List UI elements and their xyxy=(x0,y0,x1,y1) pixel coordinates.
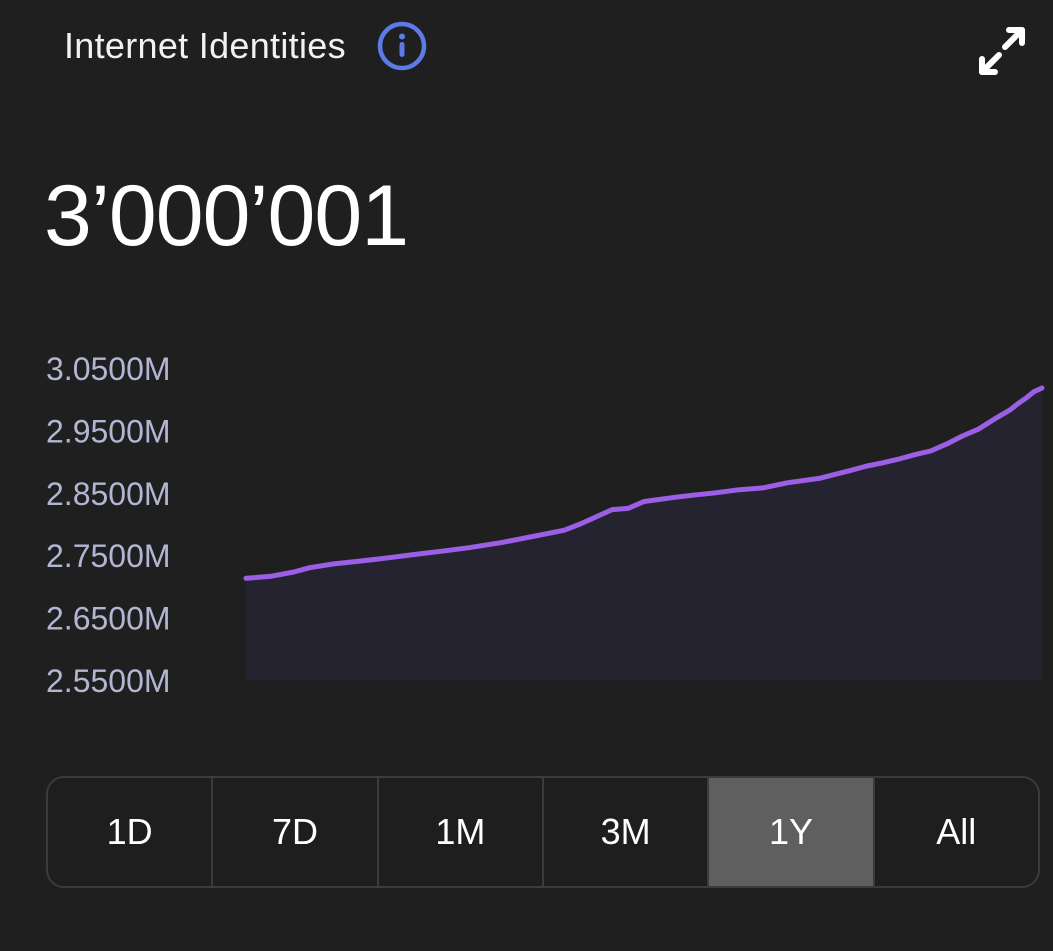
y-tick-label: 2.5500M xyxy=(46,663,171,699)
identities-chart: 3.0500M 2.9500M 2.8500M 2.7500M 2.6500M 2.550… xyxy=(0,340,1053,710)
info-button[interactable] xyxy=(376,20,428,72)
timeframe-1y-button[interactable]: 1Y xyxy=(709,778,875,886)
timeframe-1m-button[interactable]: 1M xyxy=(379,778,544,886)
chart-svg: 3.0500M 2.9500M 2.8500M 2.7500M 2.6500M 2.550… xyxy=(46,351,1045,699)
area-fill xyxy=(246,388,1042,680)
y-tick-label: 3.0500M xyxy=(46,351,171,387)
chart-title: Internet Identities xyxy=(64,25,346,66)
series-line xyxy=(243,385,1045,581)
timeframe-7d-button[interactable]: 7D xyxy=(213,778,379,886)
expand-button[interactable] xyxy=(972,22,1032,80)
identities-count: 3’000’001 xyxy=(44,168,409,264)
timeframe-1d-button[interactable]: 1D xyxy=(48,778,214,886)
timeframe-all-button[interactable]: All xyxy=(936,811,977,852)
chart-header: Internet Identities xyxy=(64,18,428,74)
y-tick-label: 2.7500M xyxy=(46,538,171,574)
y-tick-label: 2.8500M xyxy=(46,476,171,512)
y-tick-label: 2.9500M xyxy=(46,413,171,449)
timeframe-3m-button[interactable]: 3M xyxy=(544,778,710,886)
timeframe-selector: 1D 7D 1M 3M 1Y All xyxy=(46,776,1040,888)
y-tick-label: 2.6500M xyxy=(46,601,171,637)
expand-arrows-icon xyxy=(979,27,1025,75)
info-circle-icon xyxy=(377,21,427,71)
